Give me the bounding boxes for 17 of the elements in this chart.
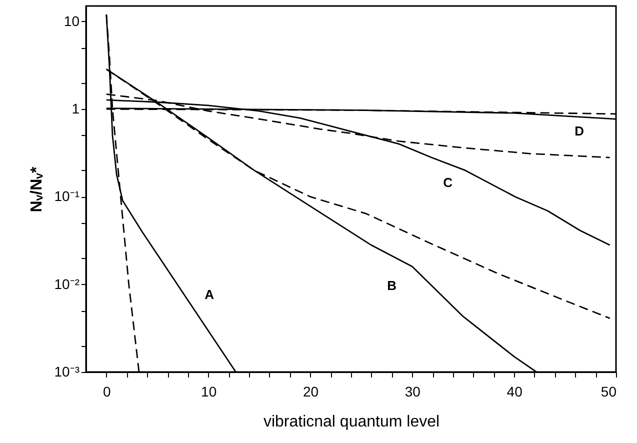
- y-tick-label: 10⁻¹: [54, 188, 80, 204]
- x-tick-label: 50: [600, 384, 617, 400]
- x-tick-label: 30: [404, 384, 421, 400]
- x-tick-label: 20: [302, 384, 319, 400]
- y-tick-label: 10⁻²: [54, 276, 80, 292]
- x-tick-label: 40: [506, 384, 523, 400]
- y-axis-title: Nᵥ/Nᵥ*: [28, 166, 46, 212]
- annotation: B: [387, 278, 396, 293]
- annotation: A: [204, 286, 215, 302]
- x-axis-title: vibraticnal quantum level: [263, 414, 440, 430]
- y-tick-label: 1: [72, 100, 80, 117]
- x-tick-label: 10: [201, 384, 217, 400]
- y-tick-label: 10⁻³: [54, 364, 80, 380]
- annotation: C: [443, 174, 454, 190]
- x-tick-label: 0: [102, 384, 111, 400]
- y-tick-label: 10: [64, 12, 80, 29]
- annotation: D: [574, 123, 584, 138]
